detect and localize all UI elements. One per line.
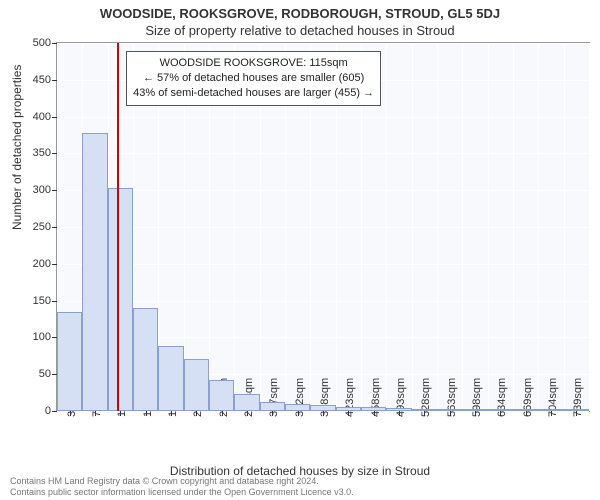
footer-line-2: Contains public sector information licen… [10, 487, 590, 498]
ytick-label: 50 [39, 368, 51, 380]
xtick-mark [475, 411, 476, 416]
xtick-mark [526, 411, 527, 416]
xtick-label: 388sqm [319, 378, 331, 417]
histogram-bar [488, 409, 513, 411]
xtick-label: 458sqm [370, 378, 382, 417]
annotation-line-2: ← 57% of detached houses are smaller (60… [133, 71, 374, 86]
gridline-h [57, 264, 589, 265]
xtick-mark [171, 411, 172, 416]
ytick-label: 500 [33, 37, 51, 49]
gridline-v [412, 43, 413, 411]
ytick-label: 250 [33, 221, 51, 233]
histogram-bar [513, 409, 538, 411]
ytick-label: 350 [33, 147, 51, 159]
histogram-bar [158, 346, 183, 411]
page-title-address: WOODSIDE, ROOKSGROVE, RODBOROUGH, STROUD… [0, 0, 600, 21]
histogram-bar [462, 409, 487, 411]
histogram-bar [184, 359, 209, 411]
xtick-mark [196, 411, 197, 416]
histogram-bar [108, 188, 133, 411]
gridline-h [57, 117, 589, 118]
histogram-bar [260, 402, 285, 411]
gridline-v [564, 43, 565, 411]
histogram-bar [209, 380, 234, 411]
gridline-v [513, 43, 514, 411]
gridline-h [57, 190, 589, 191]
annotation-line-3: 43% of semi-detached houses are larger (… [133, 86, 374, 101]
plot-area: 05010015020025030035040045050036sqm71sqm… [56, 42, 590, 412]
histogram-bar [133, 308, 158, 411]
footer-attribution: Contains HM Land Registry data © Crown c… [10, 476, 590, 498]
xtick-mark [272, 411, 273, 416]
xtick-mark [298, 411, 299, 416]
page-subtitle: Size of property relative to detached ho… [0, 21, 600, 42]
xtick-mark [70, 411, 71, 416]
xtick-mark [500, 411, 501, 416]
xtick-mark [374, 411, 375, 416]
ytick-label: 300 [33, 184, 51, 196]
histogram-bar [412, 409, 437, 411]
histogram-bar [310, 405, 335, 411]
xtick-label: 423sqm [344, 378, 356, 417]
xtick-mark [450, 411, 451, 416]
xtick-label: 704sqm [547, 378, 559, 417]
xtick-mark [146, 411, 147, 416]
gridline-v [488, 43, 489, 411]
xtick-mark [348, 411, 349, 416]
xtick-mark [222, 411, 223, 416]
ytick-label: 150 [33, 295, 51, 307]
histogram-bar [82, 133, 107, 411]
annotation-box: WOODSIDE ROOKSGROVE: 115sqm← 57% of deta… [126, 51, 381, 106]
xtick-label: 669sqm [522, 378, 534, 417]
xtick-label: 634sqm [496, 378, 508, 417]
xtick-mark [576, 411, 577, 416]
xtick-label: 493sqm [395, 378, 407, 417]
gridline-v [462, 43, 463, 411]
gridline-h [57, 301, 589, 302]
xtick-mark [95, 411, 96, 416]
histogram-bar [361, 407, 386, 411]
ytick-label: 0 [45, 405, 51, 417]
ytick-label: 100 [33, 331, 51, 343]
gridline-v [437, 43, 438, 411]
histogram-bar [538, 409, 563, 411]
histogram-bar [564, 409, 589, 411]
xtick-label: 598sqm [471, 378, 483, 417]
gridline-v [589, 43, 590, 411]
chart-container: 05010015020025030035040045050036sqm71sqm… [56, 42, 590, 412]
ytick-mark [52, 411, 57, 412]
xtick-mark [323, 411, 324, 416]
ytick-label: 400 [33, 111, 51, 123]
footer-line-1: Contains HM Land Registry data © Crown c… [10, 476, 590, 487]
annotation-line-1: WOODSIDE ROOKSGROVE: 115sqm [133, 56, 374, 71]
gridline-v [538, 43, 539, 411]
xtick-label: 739sqm [572, 378, 584, 417]
xtick-mark [247, 411, 248, 416]
xtick-label: 352sqm [294, 378, 306, 417]
xtick-label: 317sqm [268, 378, 280, 417]
xtick-mark [399, 411, 400, 416]
gridline-h [57, 43, 589, 44]
property-marker-line [117, 43, 119, 411]
gridline-h [57, 227, 589, 228]
ytick-label: 450 [33, 74, 51, 86]
histogram-bar [234, 394, 259, 411]
xtick-label: 563sqm [446, 378, 458, 417]
xtick-mark [551, 411, 552, 416]
histogram-bar [386, 408, 411, 411]
y-axis-label: Number of detached properties [10, 65, 24, 230]
xtick-mark [120, 411, 121, 416]
histogram-bar [285, 404, 310, 411]
gridline-h [57, 153, 589, 154]
histogram-bar [437, 409, 462, 411]
histogram-bar [336, 407, 361, 411]
ytick-label: 200 [33, 258, 51, 270]
xtick-mark [424, 411, 425, 416]
histogram-bar [57, 312, 82, 411]
xtick-label: 528sqm [420, 378, 432, 417]
gridline-v [386, 43, 387, 411]
